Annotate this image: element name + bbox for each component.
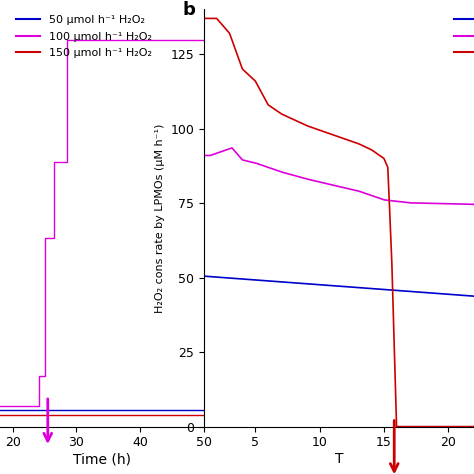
X-axis label: Time (h): Time (h) — [73, 452, 131, 466]
Text: b: b — [182, 1, 195, 19]
X-axis label: T: T — [335, 452, 343, 466]
Legend: 50 μmol h⁻¹ H₂O₂, 100 μmol h⁻¹ H₂O₂, 150 μmol h⁻¹ H₂O₂: 50 μmol h⁻¹ H₂O₂, 100 μmol h⁻¹ H₂O₂, 150… — [16, 15, 152, 58]
Y-axis label: H₂O₂ cons rate by LPMOs (μM h⁻¹): H₂O₂ cons rate by LPMOs (μM h⁻¹) — [155, 123, 164, 313]
Legend: 50 μmol h⁻¹ H₂O₂, 100 μmol h⁻¹ H₂O₂, 150 μmol h⁻¹ H₂O₂: 50 μmol h⁻¹ H₂O₂, 100 μmol h⁻¹ H₂O₂, 150… — [454, 15, 474, 58]
